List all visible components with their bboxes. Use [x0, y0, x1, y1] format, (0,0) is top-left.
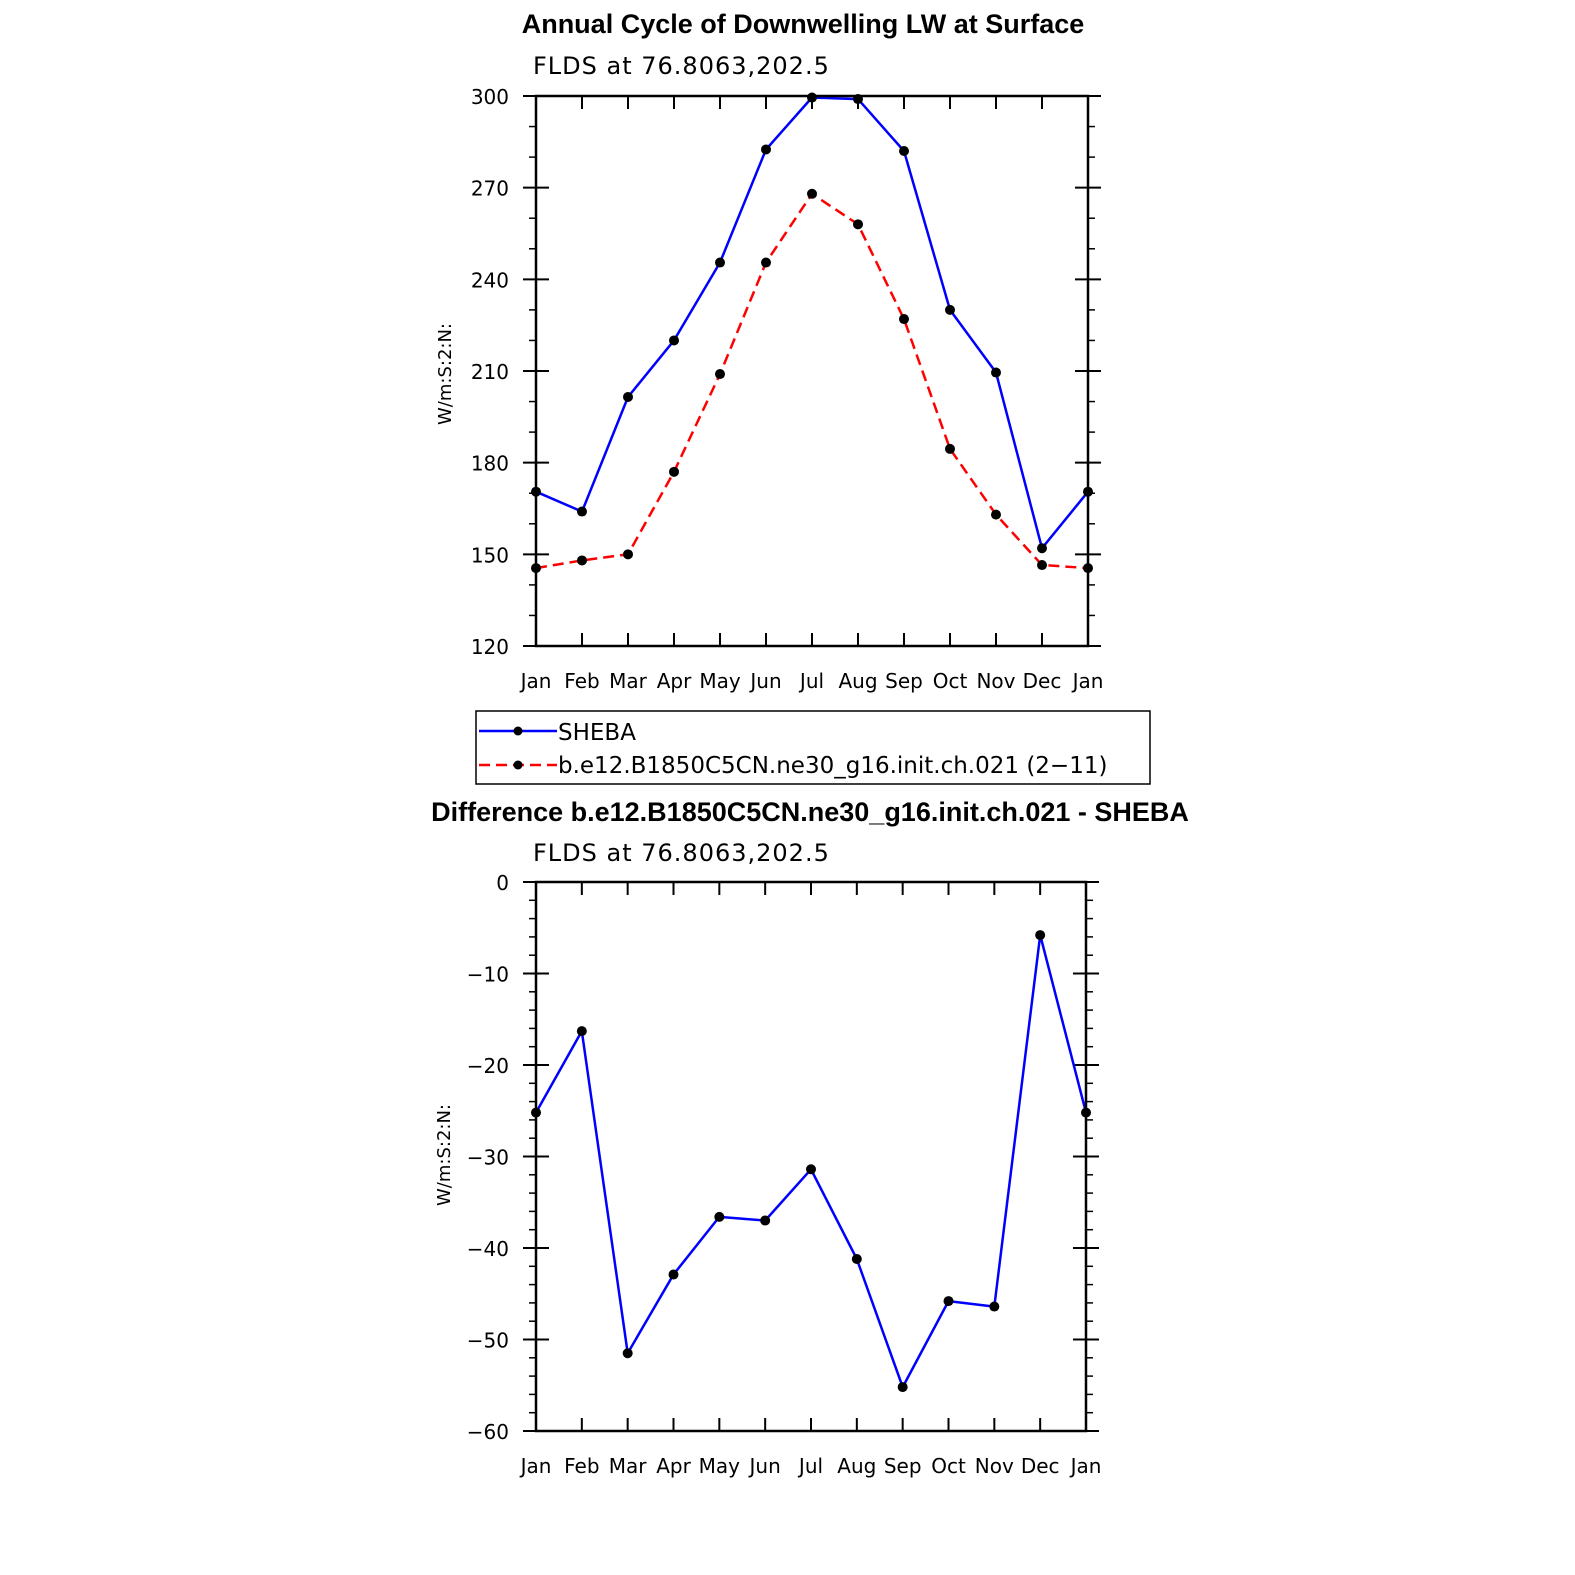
x-tick-label: Mar — [609, 1454, 648, 1478]
x-tick-label: Aug — [838, 669, 877, 693]
y-tick-label: 150 — [471, 543, 509, 567]
y-axis-label: W/m:S:2:N: — [435, 323, 456, 425]
data-point — [989, 1301, 1000, 1312]
data-point — [806, 1164, 816, 1175]
data-point — [807, 92, 817, 103]
x-tick-label: Dec — [1023, 669, 1062, 693]
difference-chart: Difference b.e12.B1850C5CN.ne30_g16.init… — [431, 797, 1189, 1478]
x-tick-label: May — [699, 669, 741, 693]
data-point — [807, 188, 817, 199]
y-tick-label: −30 — [467, 1146, 509, 1170]
series-line-0 — [534, 933, 1088, 1389]
legend: SHEBA b.e12.B1850C5CN.ne30_g16.init.ch.0… — [475, 710, 1151, 785]
legend-box — [475, 710, 1151, 785]
chart-subtitle: FLDS at 76.8063,202.5 — [533, 52, 830, 80]
data-point — [945, 443, 955, 454]
x-tick-label: Apr — [657, 669, 692, 693]
data-point — [623, 549, 633, 560]
x-tick-label: Jan — [1071, 669, 1104, 693]
x-tick-label: Feb — [564, 1454, 599, 1478]
series-lines — [534, 933, 1088, 1389]
data-point — [760, 1215, 771, 1226]
y-tick-label: −10 — [467, 963, 509, 987]
data-point — [715, 257, 725, 268]
y-tick-label: 180 — [471, 452, 509, 476]
data-point — [669, 335, 679, 346]
chart-title: Difference b.e12.B1850C5CN.ne30_g16.init… — [431, 797, 1189, 827]
x-tick-label: Mar — [609, 669, 648, 693]
series-points — [531, 92, 1093, 574]
x-tick-label: Apr — [656, 1454, 691, 1478]
legend-marker-sheba — [513, 726, 523, 736]
x-tick-label: Oct — [933, 669, 968, 693]
plot-frame — [534, 94, 1090, 648]
x-tick-label: Jan — [1069, 1454, 1102, 1478]
data-point — [577, 506, 587, 517]
data-point — [669, 466, 679, 477]
y-tick-label: −60 — [467, 1420, 509, 1444]
data-point — [714, 1211, 725, 1222]
y-tick-label: −20 — [467, 1054, 509, 1078]
x-tick-label: Feb — [564, 669, 599, 693]
data-point — [899, 314, 909, 325]
data-point — [576, 1026, 587, 1037]
data-point — [945, 304, 955, 315]
x-tick-label: Nov — [975, 1454, 1014, 1478]
y-tick-label: −50 — [467, 1329, 509, 1353]
data-point — [715, 369, 725, 380]
axis-ticks — [523, 95, 1101, 647]
x-tick-label: Jan — [519, 1454, 552, 1478]
chart-subtitle: FLDS at 76.8063,202.5 — [533, 839, 830, 867]
series-points — [531, 930, 1091, 1393]
x-tick-label: Dec — [1021, 1454, 1060, 1478]
data-point — [623, 391, 633, 402]
x-tick-label: Aug — [837, 1454, 876, 1478]
x-tick-label: Nov — [976, 669, 1015, 693]
data-point — [853, 219, 863, 230]
x-tick-label: Sep — [884, 1454, 922, 1478]
y-tick-label: 240 — [471, 268, 509, 292]
x-tick-label: Sep — [885, 669, 923, 693]
data-point — [851, 1253, 862, 1264]
y-tick-label: 210 — [471, 360, 509, 384]
series-lines — [535, 96, 1089, 570]
x-tick-label: Jun — [748, 1454, 781, 1478]
data-point — [1037, 543, 1047, 554]
x-tick-label: Jul — [797, 1454, 823, 1478]
tick-labels: Jan Feb Mar Apr May Jun Jul Aug Sep Oct Nov Dec Jan−… — [467, 871, 1102, 1478]
x-tick-label: Jul — [798, 669, 824, 693]
legend-marker-model — [513, 760, 523, 770]
data-point — [991, 509, 1001, 520]
x-tick-label: Oct — [931, 1454, 966, 1478]
annual-cycle-chart: Annual Cycle of Downwelling LW at Surfac… — [435, 9, 1103, 693]
data-point — [991, 367, 1001, 378]
data-point — [622, 1348, 633, 1359]
y-axis-label: W/m:S:2:N: — [434, 1104, 455, 1206]
chart-title: Annual Cycle of Downwelling LW at Surfac… — [522, 9, 1085, 39]
data-point — [943, 1296, 954, 1307]
plot-frame — [534, 880, 1088, 1433]
x-tick-label: Jan — [519, 669, 552, 693]
tick-labels: Jan Feb Mar Apr May Jun Jul Aug Sep Oct Nov Dec Jan 1… — [471, 85, 1104, 693]
series-line-0 — [535, 96, 1089, 550]
data-point — [668, 1269, 679, 1280]
data-point — [761, 144, 771, 155]
y-tick-label: 270 — [471, 177, 509, 201]
data-point — [899, 146, 909, 156]
data-point — [577, 555, 587, 566]
legend-label-model: b.e12.B1850C5CN.ne30_g16.init.ch.021 (2−… — [558, 753, 1107, 779]
x-tick-label: Jun — [748, 669, 781, 693]
data-point — [1035, 930, 1046, 941]
x-tick-label: May — [699, 1454, 741, 1478]
y-tick-label: 120 — [471, 635, 509, 659]
data-point — [1037, 560, 1047, 571]
y-tick-label: −40 — [467, 1237, 509, 1261]
y-tick-label: 0 — [496, 871, 509, 895]
y-tick-label: 300 — [471, 85, 509, 109]
data-point — [761, 257, 771, 268]
data-point — [897, 1382, 908, 1393]
series-line-1 — [535, 192, 1089, 570]
legend-label-sheba: SHEBA — [558, 720, 636, 746]
